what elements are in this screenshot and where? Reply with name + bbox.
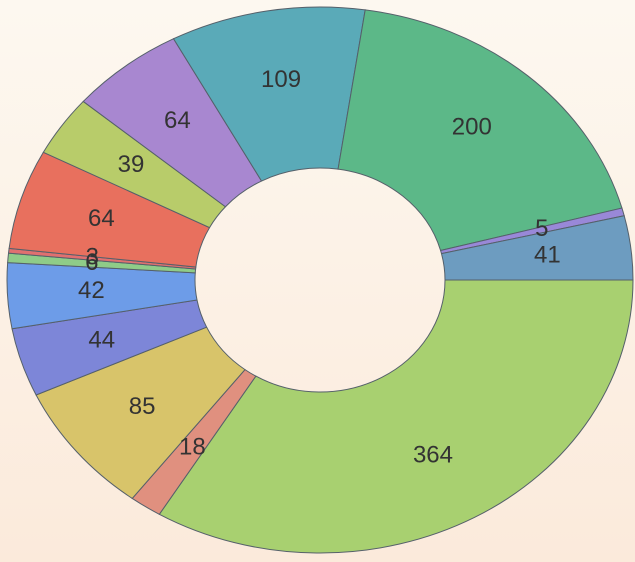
donut-slice [440, 215, 634, 281]
slice-label: 64 [164, 107, 191, 134]
slice-label: 42 [78, 277, 105, 304]
slice-label: 200 [452, 114, 492, 141]
donut-slice [158, 279, 634, 554]
slice-label: 85 [129, 393, 156, 420]
slice-label: 364 [413, 441, 453, 468]
slice-label: 109 [261, 66, 301, 93]
slice-label: 44 [88, 327, 115, 354]
slice-label: 6 [85, 249, 98, 276]
slice-label: 41 [534, 241, 561, 268]
slice-label: 3 [86, 244, 99, 271]
donut-slice [172, 6, 366, 182]
slice-label: 64 [88, 205, 115, 232]
slice-label: 5 [535, 215, 548, 242]
slice-label: 39 [118, 151, 145, 178]
slice-label: 18 [179, 433, 206, 460]
donut-slice [337, 9, 623, 252]
